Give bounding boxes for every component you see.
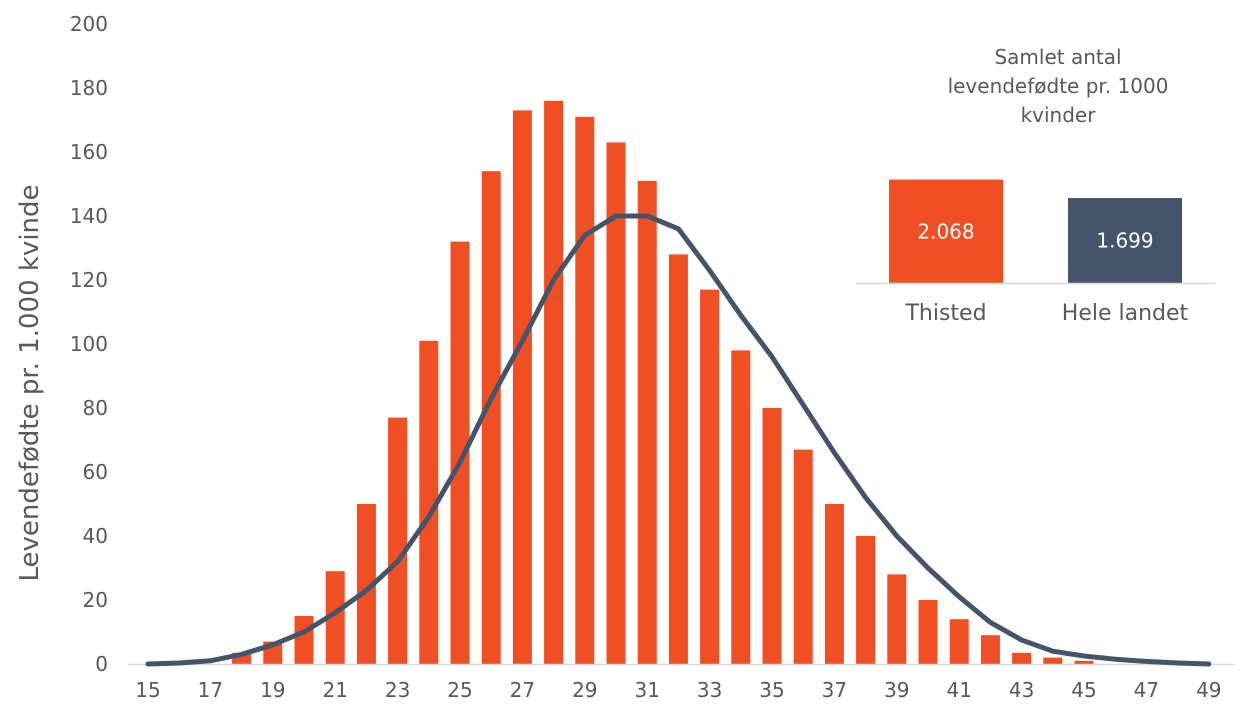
y-tick-label: 80 — [83, 396, 108, 420]
bar-age-20 — [294, 616, 314, 664]
bar-age-22 — [356, 504, 376, 664]
inset-title-line: Samlet antal — [994, 45, 1121, 69]
x-tick-label: 19 — [260, 678, 285, 702]
y-axis-label: Levendefødte pr. 1.000 kvinde — [15, 184, 45, 581]
inset-bar-hele-landet — [1068, 198, 1182, 283]
x-tick-label: 43 — [1009, 678, 1034, 702]
x-tick-label: 41 — [946, 678, 971, 702]
inset-value-label: 2.068 — [917, 219, 974, 243]
x-axis-ticks: 15 17 19 21 23 25 27 29 31 33 35 37 39 41 43 45 47 49 — [135, 678, 1221, 702]
y-tick-label: 160 — [70, 140, 108, 164]
bar-age-45 — [1074, 660, 1094, 664]
bar-age-38 — [856, 536, 876, 664]
y-tick-label: 200 — [70, 12, 108, 36]
bar-age-28 — [544, 100, 564, 665]
y-tick-label: 120 — [70, 268, 108, 292]
x-tick-label: 33 — [697, 678, 722, 702]
x-tick-label: 37 — [822, 678, 847, 702]
y-tick-label: 60 — [83, 460, 108, 484]
x-tick-label: 25 — [447, 678, 472, 702]
x-tick-label: 21 — [322, 678, 347, 702]
bar-age-29 — [575, 116, 595, 665]
bar-age-31 — [637, 180, 657, 665]
y-axis-ticks: 0 20 40 60 80 100 120 140 160 180 200 — [70, 12, 108, 676]
x-tick-label: 17 — [198, 678, 223, 702]
national-line — [145, 213, 1212, 667]
bar-age-39 — [887, 574, 907, 664]
bar-age-30 — [606, 142, 626, 664]
y-tick-label: 140 — [70, 204, 108, 228]
bar-age-24 — [419, 340, 439, 664]
inset-category-label: Hele landet — [1062, 301, 1189, 326]
x-tick-label: 45 — [1071, 678, 1096, 702]
y-tick-label: 40 — [83, 524, 108, 548]
inset-title-line: kvinder — [1021, 103, 1097, 127]
inset-title-line: levendefødte pr. 1000 — [948, 74, 1169, 98]
inset-value-label: 1.699 — [1096, 229, 1153, 253]
x-tick-label: 27 — [510, 678, 535, 702]
y-tick-label: 180 — [70, 76, 108, 100]
x-tick-label: 35 — [759, 678, 784, 702]
inset-chart: Samlet antal levendefødte pr. 1000 kvinder… — [856, 45, 1215, 326]
bar-age-42 — [980, 635, 1000, 664]
bar-age-33 — [700, 289, 720, 664]
bar-age-27 — [512, 110, 532, 664]
age-bars — [232, 100, 1094, 665]
bar-age-44 — [1043, 657, 1063, 664]
bar-age-35 — [762, 408, 782, 664]
bar-age-32 — [668, 254, 688, 664]
x-tick-label: 31 — [634, 678, 659, 702]
bar-age-23 — [388, 417, 408, 664]
x-tick-label: 23 — [385, 678, 410, 702]
bar-age-37 — [824, 504, 844, 664]
inset-category-label: Thisted — [904, 301, 986, 326]
bar-age-34 — [731, 350, 751, 664]
x-tick-label: 15 — [135, 678, 160, 702]
bar-age-43 — [1012, 652, 1032, 664]
bar-age-21 — [325, 571, 345, 664]
bar-age-36 — [793, 449, 813, 664]
national-series-line — [145, 213, 1212, 667]
bar-age-41 — [949, 619, 969, 664]
y-tick-label: 100 — [70, 332, 108, 356]
bar-age-26 — [481, 171, 501, 664]
x-tick-label: 29 — [572, 678, 597, 702]
bar-age-25 — [450, 241, 470, 664]
y-tick-label: 20 — [83, 588, 108, 612]
inset-bar-thisted — [889, 179, 1003, 283]
bar-age-40 — [918, 600, 938, 664]
x-tick-label: 49 — [1196, 678, 1221, 702]
x-tick-label: 39 — [884, 678, 909, 702]
x-tick-label: 47 — [1134, 678, 1159, 702]
bar-age-18 — [232, 652, 252, 664]
y-tick-label: 0 — [95, 652, 108, 676]
